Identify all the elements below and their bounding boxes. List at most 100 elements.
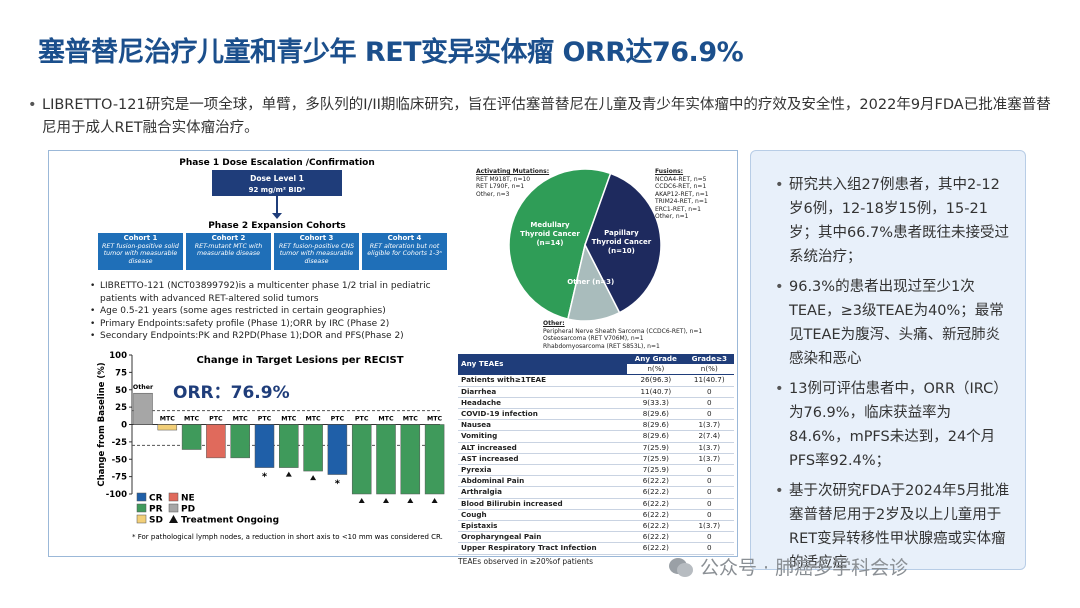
pie-note: Other: Peripheral Nerve Sheath Sarcoma (C… xyxy=(543,320,733,350)
bar xyxy=(400,424,421,495)
table-cell: 2(7.4) xyxy=(684,430,734,443)
bar-label: PTC xyxy=(331,416,345,423)
table-cell: 26(96.3) xyxy=(627,374,685,387)
table-cell: Pyrexia xyxy=(458,464,628,477)
watermark: 公众号 · 肺癌多学科会诊 xyxy=(668,553,908,580)
dose-box xyxy=(212,170,342,196)
pie-note-item: RET M918T, n=10 xyxy=(476,175,531,183)
cohort-box: Cohort 2 RET-mutant MTC with measurable d… xyxy=(186,233,271,270)
table-cell: 7(25.9) xyxy=(627,442,685,454)
bar xyxy=(279,424,299,468)
pie-note-item: NCOA4-RET, n=5 xyxy=(655,175,707,183)
pie-slice xyxy=(567,242,621,322)
table-row: Pyrexia 7(25.9) 0 xyxy=(458,464,734,477)
bar-label: PTC xyxy=(209,416,223,423)
bar-label: MTC xyxy=(427,416,443,423)
table-cell: 0 xyxy=(684,464,734,477)
table-cell: Blood Bilirubin increased xyxy=(458,498,628,510)
pie-note-item: CCDC6-RET, n=1 xyxy=(655,183,707,190)
chart-title: Change in Target Lesions per RECIST xyxy=(196,355,403,366)
table-cell: Epistaxis xyxy=(458,520,628,533)
pie-note-item: Rhabdomyosarcoma (RET S853L), n=1 xyxy=(543,342,660,350)
table-row: Vomiting 8(29.6) 2(7.4) xyxy=(458,430,734,443)
ongoing-marker xyxy=(285,471,292,477)
y-tick-label: -25 xyxy=(112,438,127,448)
table-header-cell: Any TEAEs xyxy=(461,359,504,369)
cohort-text: RET fusion-positive solid tumor with mea… xyxy=(102,242,179,265)
star-marker: * xyxy=(335,479,341,490)
summary-box: 研究共入组27例患者，其中2-12岁6例，12-18岁15例，15-21岁；其中… xyxy=(750,150,1026,571)
legend-label: SD xyxy=(149,516,163,526)
summary-bullet: 基于次研究FDA于2024年5月批准塞普替尼用于2岁及以上儿童用于RET变异转移… xyxy=(775,479,1011,575)
table-cell: AST increased xyxy=(458,453,628,466)
bar-label: PTC xyxy=(355,416,369,423)
bar-label: MTC xyxy=(378,416,394,423)
table-cell: 9(33.3) xyxy=(627,397,685,410)
dose-title: Dose Level 1 xyxy=(250,174,304,183)
bar xyxy=(376,424,396,495)
ongoing-marker xyxy=(431,498,438,503)
table-cell: ALT increased xyxy=(458,442,628,454)
table-cell: 6(22.2) xyxy=(627,520,685,533)
table-cell: 6(22.2) xyxy=(627,498,685,510)
legend-swatch xyxy=(136,514,147,524)
y-tick-label: 0 xyxy=(121,421,127,431)
table-cell: 11(40.7) xyxy=(627,386,685,398)
bar xyxy=(254,424,275,468)
table-header-cell: Grade≥3 xyxy=(691,354,727,363)
bar-label: MTC xyxy=(160,416,176,423)
intro-text: LIBRETTO-121研究是一项全球，单臂，多队列的I/II期临床研究，旨在评… xyxy=(28,94,1057,140)
table-cell: Cough xyxy=(458,509,628,522)
legend-label: NE xyxy=(181,494,195,504)
table-cell: 1(3.7) xyxy=(684,453,734,466)
design-bullets: LIBRETTO-121 (NCT03899792)is a multicent… xyxy=(90,280,445,343)
table-cell: 6(22.2) xyxy=(627,542,685,555)
table-cell: 6(22.2) xyxy=(627,531,685,544)
bar-label: MTC xyxy=(184,416,200,423)
pie-note-item: TRIM24-RET, n=1 xyxy=(655,198,708,205)
table-cell: 0 xyxy=(684,386,734,398)
ae-table: Any TEAEs Any Grade Grade≥3 n(%) n(%) Patient… xyxy=(458,354,734,555)
ongoing-marker xyxy=(383,498,389,503)
table-footnote: TEAEs observed in ≥20%of patients xyxy=(458,556,594,566)
slide-title: 塞普替尼治疗儿童和青少年 RET变异实体瘤 ORR达76.9% xyxy=(38,37,744,68)
ongoing-marker xyxy=(407,498,414,503)
table-cell: Oropharyngeal Pain xyxy=(458,531,628,544)
table-cell: 1(3.7) xyxy=(684,419,734,432)
y-tick-label: 50 xyxy=(115,386,127,396)
cohort-text: RET fusion-positive CNS tumor with measu… xyxy=(278,242,355,265)
bar-label: MTC xyxy=(306,416,322,423)
table-cell: 8(29.6) xyxy=(627,430,685,443)
y-tick-label: 100 xyxy=(109,351,127,361)
legend-label: CR xyxy=(149,494,163,504)
table-cell: COVID-19 infection xyxy=(458,408,628,421)
cohort-text: RET alteration but not eligible for Coho… xyxy=(367,242,442,258)
phase1-title: Phase 1 Dose Escalation /Confirmation xyxy=(179,158,375,168)
bar-label: Other xyxy=(133,384,154,391)
bar-label: MTC xyxy=(281,416,297,423)
star-marker: * xyxy=(262,472,268,483)
table-cell: Upper Respiratory Tract Infection xyxy=(458,542,628,555)
dose-text: 92 mg/m² BIDᵃ xyxy=(249,186,306,194)
table-cell: 6(22.2) xyxy=(627,475,685,488)
table-cell: 0 xyxy=(684,509,734,522)
pie-note-item: ERC1-RET, n=1 xyxy=(655,205,701,213)
table-cell: 6(22.2) xyxy=(627,486,685,499)
bar-label: MTC xyxy=(233,416,249,423)
pie-label: Papillary Thyroid Cancer (n=10) xyxy=(591,228,652,255)
pie-label: Other (n=3) xyxy=(567,277,615,286)
design-bullet: Secondary Endpoints:PK and R2PD(Phase 1)… xyxy=(90,330,445,343)
table-row: Diarrhea 11(40.7) 0 xyxy=(458,386,734,398)
table-cell: 8(29.6) xyxy=(627,419,685,432)
table-cell: Headache xyxy=(458,397,628,410)
cohort-box: Cohort 3 RET fusion-positive CNS tumor wi… xyxy=(274,233,359,270)
table-cell: Arthralgia xyxy=(458,486,628,499)
summary-bullet: 96.3%的患者出现过至少1次TEAE，≥3级TEAE为40%；最常见TEAE为… xyxy=(775,275,1011,371)
design-bullet: Primary Endpoints:safety profile (Phase … xyxy=(90,318,445,331)
pie-note-item: Osteosarcoma (RET V706M), n=1 xyxy=(543,335,644,342)
pie-slice xyxy=(508,168,612,320)
table-row: Arthralgia 6(22.2) 0 xyxy=(458,486,734,499)
summary-bullet: 13例可评估患者中，ORR（IRC）为76.9%，临床获益率为84.6%，mPF… xyxy=(775,377,1011,473)
